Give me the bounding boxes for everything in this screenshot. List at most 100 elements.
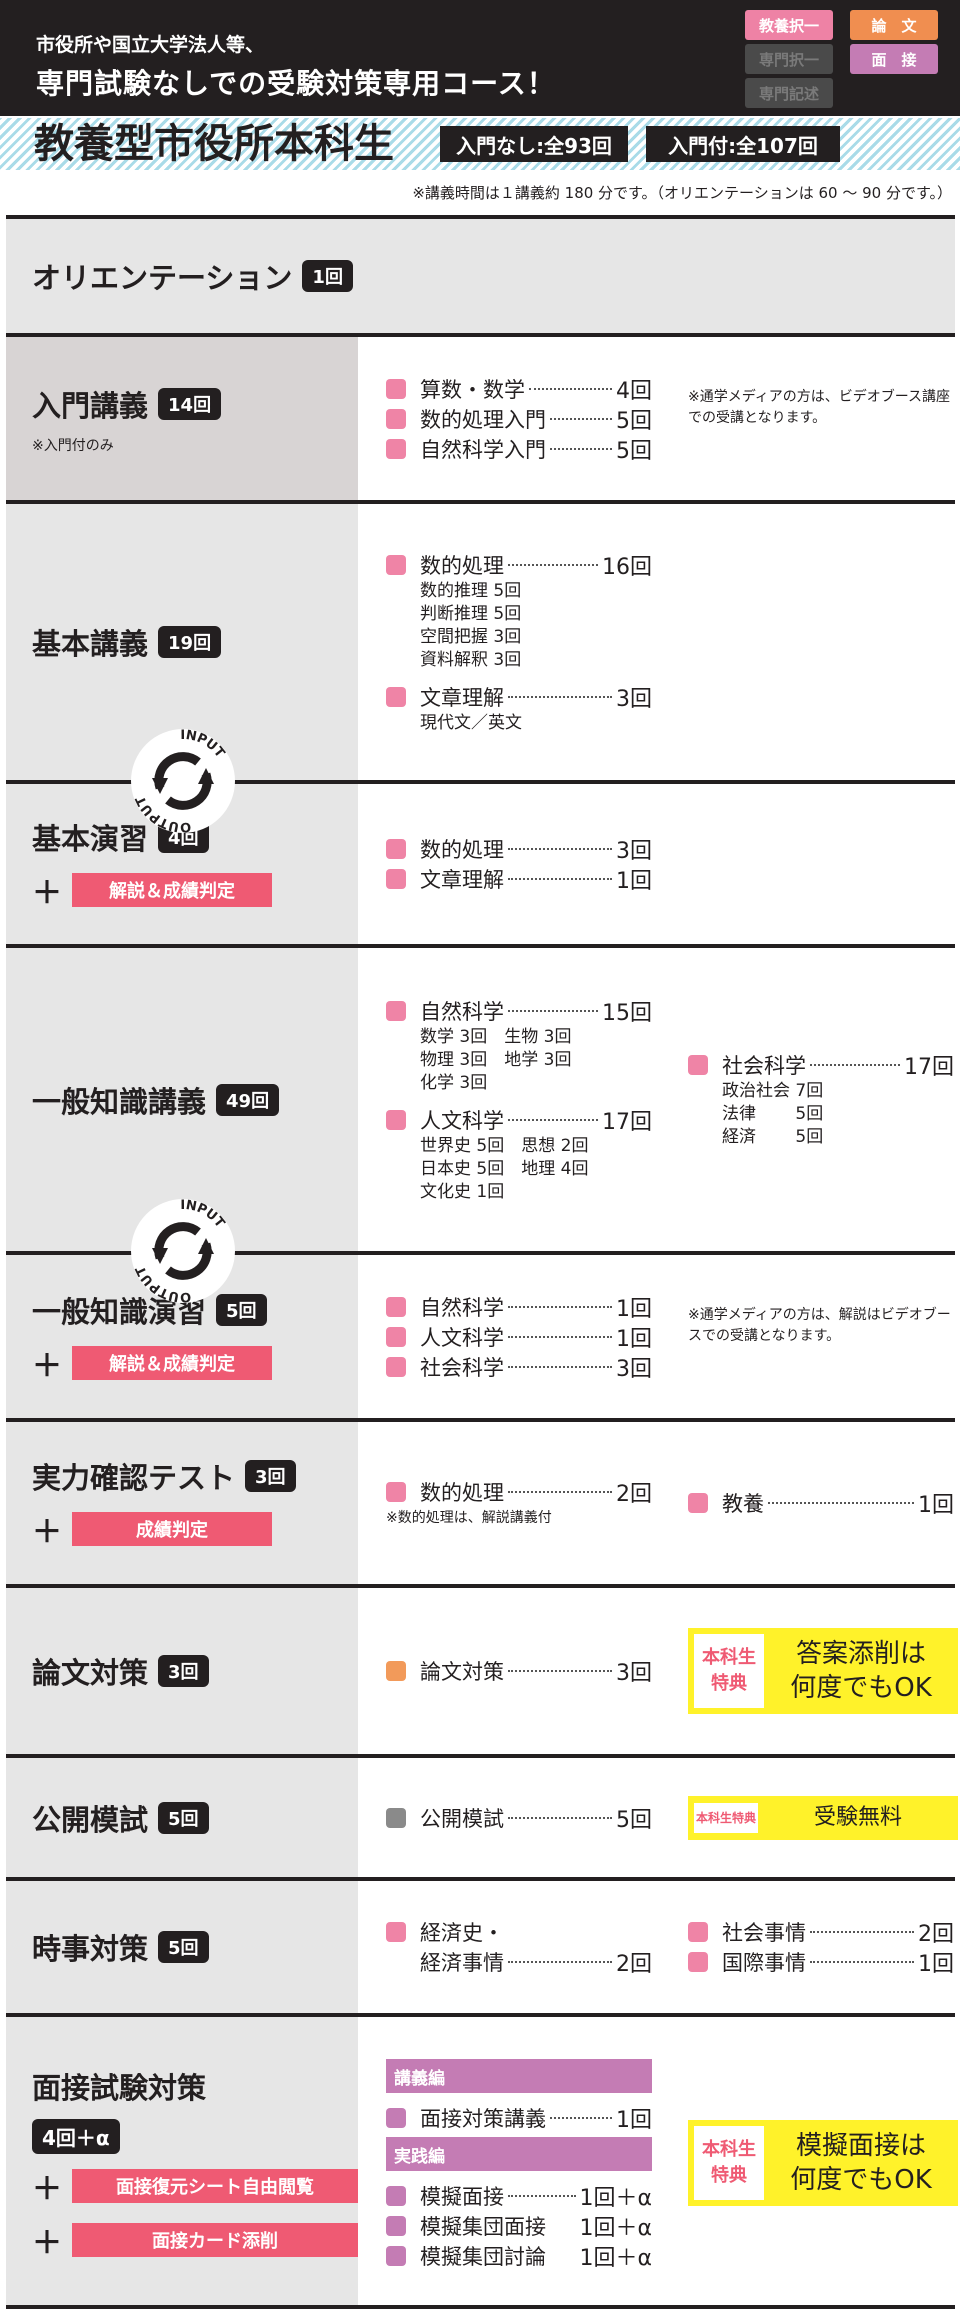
item-label: 論文対策 [420, 1660, 504, 1684]
item-label: 社会事情 [722, 1921, 806, 1945]
sub-item: 空間把握 3回 [420, 626, 522, 647]
sub-item: 法律 5回 [722, 1104, 824, 1124]
dot-leader [768, 1502, 914, 1504]
bullet-square-icon [386, 408, 406, 429]
sub-item: 経済 5回 [722, 1127, 824, 1147]
bonus-tag: 解説＆成績判定 [72, 873, 272, 907]
item-label: 自然科学 [420, 999, 504, 1024]
side-note: ※通学メディアの方は、ビデオブース講座での受講となります。 [688, 388, 951, 426]
count-badge: 5回 [158, 1801, 209, 1834]
count-badge: 3回 [245, 1460, 296, 1492]
dot-leader [508, 2195, 576, 2197]
item-label: 国際事情 [722, 1951, 806, 1975]
section-content: 講義編 面接対策講義 1回 実践編 模擬面接 1回＋α 模擬集団面接 1回＋α 模擬集団討論 1回… [358, 2017, 958, 2309]
bullet-square-icon [386, 1481, 406, 1502]
section-title-text: 基本演習 [32, 822, 149, 856]
bullet-square-icon [688, 1952, 708, 1972]
item-count: 1回 [616, 869, 652, 894]
sub-item: 世界史 5回 思想 2回 [420, 1135, 589, 1156]
item-count: 1回＋α [579, 2186, 653, 2211]
benefit-label: 本科生特典 [694, 1802, 758, 1833]
section-11: 面接試験対策 4回＋α ＋ 面接復元シート自由閲覧 ＋ 面接カード添削 講義編 面接対策講義 1… [6, 2013, 958, 2309]
item-note: ※数的処理は、解説講義付 [386, 1509, 552, 1526]
section-content: 論文対策 3回 本科生特典 答案添削は何度でもOK [358, 1588, 958, 1754]
benefit-text: 模擬面接は何度でもOK [790, 2131, 932, 2195]
section-note: ※入門付のみ [32, 437, 114, 454]
section-title-text: 時事対策 [32, 1932, 149, 1966]
course-item: 公開模試 5回 [386, 1803, 652, 1833]
item-count: 16回 [602, 554, 652, 580]
sub-item: 文化史 1回 [420, 1181, 505, 1202]
dot-leader [508, 1816, 612, 1819]
lecture-time-note: ※講義時間は１講義約 180 分です。（オリエンテーションは 60 ～ 90 分… [412, 184, 952, 202]
course-item: 自然科学 15回 [386, 996, 652, 1026]
exam-tag: 論 文 [850, 10, 938, 40]
exam-tag: 教養択一 [745, 10, 833, 40]
bonus-tag: 成績判定 [72, 1512, 272, 1546]
item-count: 1回 [918, 1493, 954, 1518]
dot-leader [508, 1490, 612, 1493]
course-item: 人文科学 17回 [386, 1105, 652, 1135]
course-item: 面接対策講義 1回 [386, 2103, 652, 2133]
count-badge: 14回 [158, 387, 222, 420]
item-count: 5回 [616, 1807, 652, 1833]
course-item: 文章理解 1回 [386, 864, 652, 894]
item-label: 人文科学 [420, 1325, 504, 1350]
course-item: 社会科学 3回 [386, 1352, 652, 1382]
item-count: 1回 [918, 1952, 954, 1977]
item-label: 文章理解 [420, 685, 504, 710]
bullet-square-icon [386, 869, 406, 889]
bullet-square-icon [386, 686, 406, 707]
dot-leader [508, 1305, 612, 1308]
section-title: 基本演習 4回 [32, 816, 358, 858]
bullet-square-icon [386, 2216, 406, 2236]
bonus-tag: 面接復元シート自由閲覧 [72, 2168, 358, 2203]
bullet-square-icon [386, 1296, 406, 1317]
section-title-text: 論文対策 [32, 1656, 149, 1690]
dot-leader [508, 1670, 612, 1672]
item-column: 公開模試 5回 [386, 1803, 652, 1833]
item-count: 1回＋α [579, 2246, 653, 2271]
dot-leader [508, 1961, 612, 1963]
bullet-square-icon [386, 378, 406, 399]
header-subtitle: 市役所や国立大学法人等、 [36, 34, 265, 56]
item-label: 数的処理 [420, 1480, 504, 1505]
item-count: 1回 [616, 1326, 652, 1352]
item-label: 自然科学 [420, 1295, 504, 1320]
dot-leader [508, 1365, 612, 1368]
benefit-label: 本科生特典 [694, 1634, 764, 1708]
sub-item: 判断推理 5回 [420, 603, 522, 624]
item-count: 5回 [616, 408, 652, 434]
item-label: 数的処理 [420, 553, 504, 578]
count-badge: 5回 [158, 1931, 209, 1963]
sub-item: 化学 3回 [420, 1072, 488, 1093]
section-6: 一般知識演習 5回＋解説＆成績判定 自然科学 1回 人文科学 1回 社会科学 3回 ※通学メディ… [6, 1251, 955, 1418]
item-count: 3回 [616, 1661, 652, 1686]
exam-tag: 専門記述 [745, 78, 833, 108]
section-title: 実力確認テスト 3回 [32, 1455, 358, 1497]
item-label: 模擬集団面接 [420, 2215, 546, 2239]
course-item: 経済史・ [386, 1917, 652, 1947]
spacer [386, 672, 652, 682]
count-badge: 4回＋α [32, 2118, 120, 2154]
section-label-panel: 論文対策 3回 [6, 1588, 358, 1754]
item-column: 社会科学 17回 政治社会 7回 法律 5回 経済 5回 [688, 1050, 954, 1149]
course-item: 数的処理 3回 [386, 834, 652, 864]
item-label: 社会科学 [420, 1355, 504, 1380]
bullet-square-icon [386, 1109, 406, 1130]
plus-tag: ＋ 成績判定 [32, 1507, 358, 1551]
count-badge: 49回 [216, 1083, 280, 1116]
dot-leader [810, 1931, 914, 1933]
section-title: 基本講義 19回 [32, 621, 358, 663]
item-count: 1回＋α [579, 2216, 653, 2241]
plus-icon: ＋ [32, 1348, 62, 1384]
item-label: 数的処理入門 [420, 407, 546, 432]
section-label-panel: 入門講義 14回 ※入門付のみ [6, 337, 358, 500]
item-count: 2回 [918, 1922, 954, 1947]
section-8: 論文対策 3回 論文対策 3回 本科生特典 答案添削は何度でもOK [6, 1584, 958, 1754]
dot-leader [550, 447, 612, 450]
dot-leader [508, 563, 598, 566]
section-content: 算数・数学 4回 数的処理入門 5回 自然科学入門 5回 ※通学メディアの方は、ビデオブース… [358, 337, 955, 500]
course-title: 教養型市役所本科生 [34, 121, 394, 167]
section-title-text: 一般知識講義 [32, 1084, 207, 1119]
